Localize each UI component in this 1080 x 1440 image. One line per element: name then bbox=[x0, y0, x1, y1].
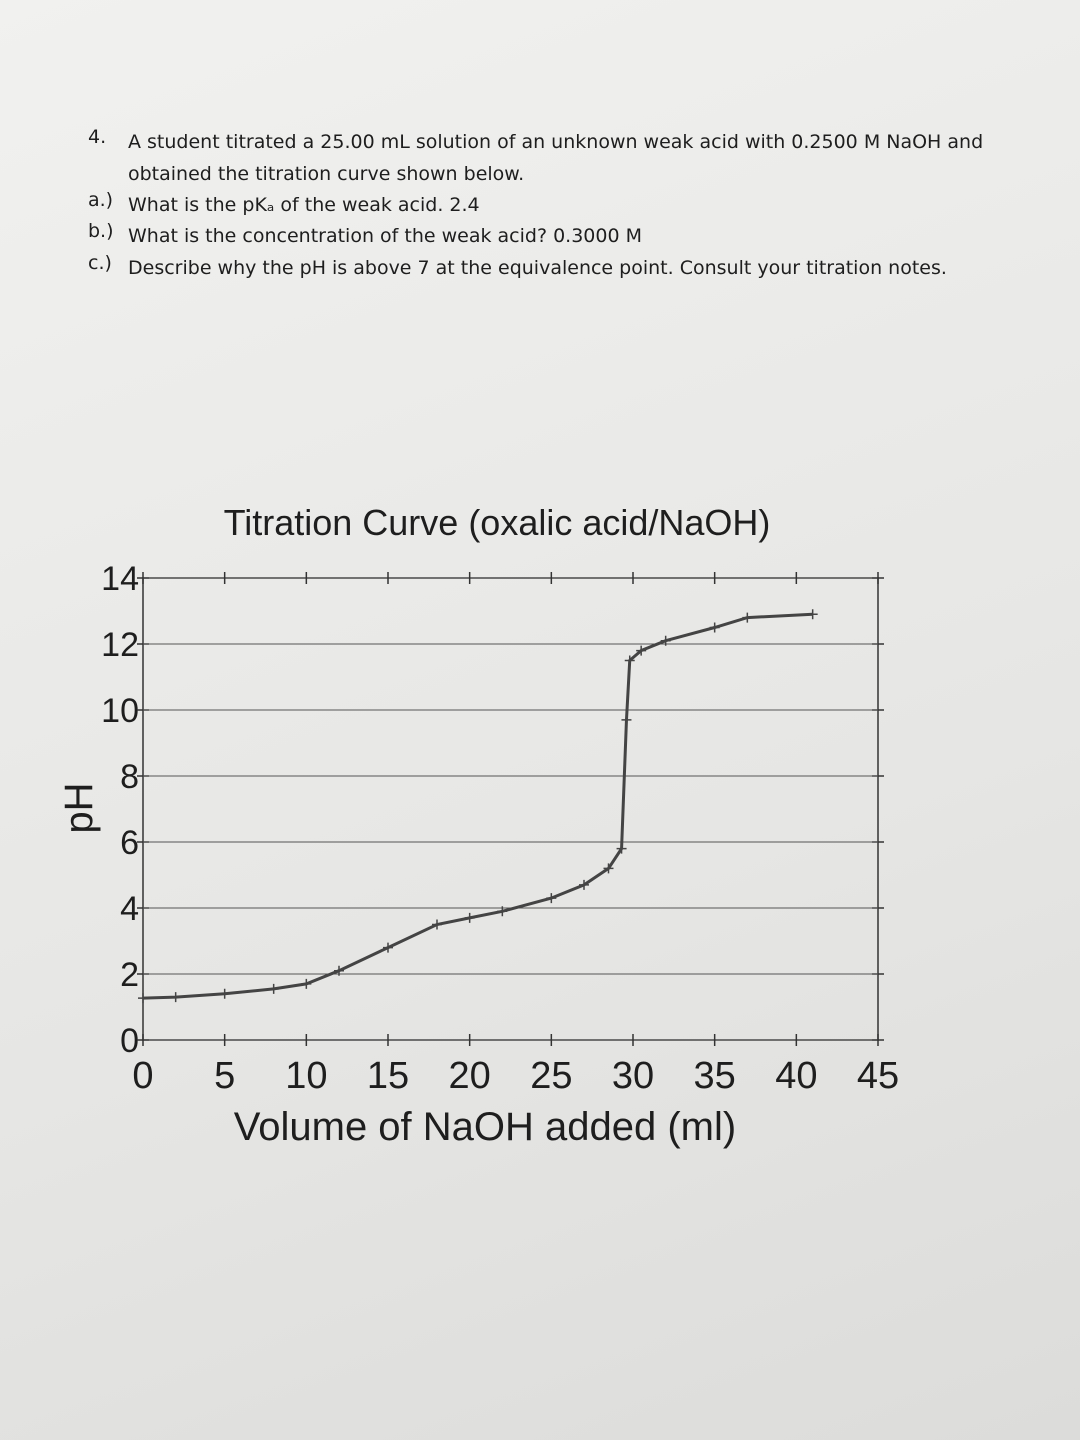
data-point bbox=[219, 988, 230, 999]
part-label: c.) bbox=[88, 252, 112, 274]
data-point bbox=[301, 978, 312, 989]
data-point bbox=[624, 655, 635, 666]
x-tick-label: 15 bbox=[367, 1055, 409, 1097]
x-tick-label: 5 bbox=[214, 1055, 235, 1097]
data-point bbox=[546, 893, 557, 904]
question: 4. A student titrated a 25.00 mL solutio… bbox=[88, 126, 1048, 185]
data-point bbox=[334, 965, 344, 976]
question-stem: A student titrated a 25.00 mL solution o… bbox=[128, 131, 984, 185]
data-point bbox=[636, 645, 647, 656]
question-number: 4. bbox=[88, 126, 107, 148]
data-point bbox=[138, 993, 148, 1004]
data-point bbox=[268, 983, 279, 994]
x-axis-label: Volume of NaOH added (ml) bbox=[234, 1105, 736, 1149]
x-tick-label: 10 bbox=[285, 1055, 327, 1097]
data-point bbox=[616, 843, 627, 854]
data-point bbox=[807, 609, 818, 620]
data-point bbox=[579, 879, 589, 890]
y-tick-label: 0 bbox=[120, 1022, 139, 1060]
y-tick-label: 6 bbox=[120, 824, 139, 862]
y-tick-label: 8 bbox=[120, 758, 139, 796]
part-text: What is the pKₐ of the weak acid. 2.4 bbox=[128, 194, 480, 216]
data-point bbox=[621, 714, 632, 725]
data-point bbox=[432, 919, 442, 930]
part: b.) What is the concentration of the weak… bbox=[88, 220, 1048, 247]
data-point bbox=[464, 912, 475, 923]
plot-frame bbox=[142, 577, 879, 1041]
y-tick-label: 14 bbox=[101, 560, 139, 598]
x-tick-label: 25 bbox=[530, 1055, 572, 1097]
data-line bbox=[142, 612, 813, 1000]
x-tick-label: 45 bbox=[857, 1055, 899, 1097]
chart-title: Titration Curve (oxalic acid/NaOH) bbox=[224, 502, 771, 543]
data-point bbox=[170, 992, 181, 1003]
part-label: a.) bbox=[88, 189, 114, 211]
x-tick-label: 0 bbox=[132, 1055, 153, 1097]
data-point bbox=[742, 612, 753, 623]
y-tick-label: 2 bbox=[120, 956, 139, 994]
x-tick-label: 40 bbox=[775, 1055, 817, 1097]
part-text: Describe why the pH is above 7 at the eq… bbox=[128, 257, 947, 279]
y-tick-label: 4 bbox=[120, 890, 139, 928]
part: c.) Describe why the pH is above 7 at the… bbox=[88, 252, 1048, 279]
part: a.) What is the pKₐ of the weak acid. 2.4 bbox=[88, 189, 1048, 216]
data-point bbox=[497, 906, 508, 917]
data-point bbox=[660, 635, 671, 646]
data-point bbox=[709, 622, 720, 633]
x-tick-label: 20 bbox=[449, 1055, 491, 1097]
y-axis-label: pH bbox=[57, 782, 101, 833]
part-text: What is the concentration of the weak ac… bbox=[128, 225, 642, 247]
data-point bbox=[603, 863, 614, 874]
data-point bbox=[383, 942, 393, 953]
y-tick-label: 12 bbox=[101, 626, 139, 664]
x-tick-label: 35 bbox=[694, 1055, 736, 1097]
part-label: b.) bbox=[88, 220, 114, 242]
y-tick-label: 10 bbox=[101, 692, 139, 730]
x-tick-label: 30 bbox=[612, 1055, 654, 1097]
